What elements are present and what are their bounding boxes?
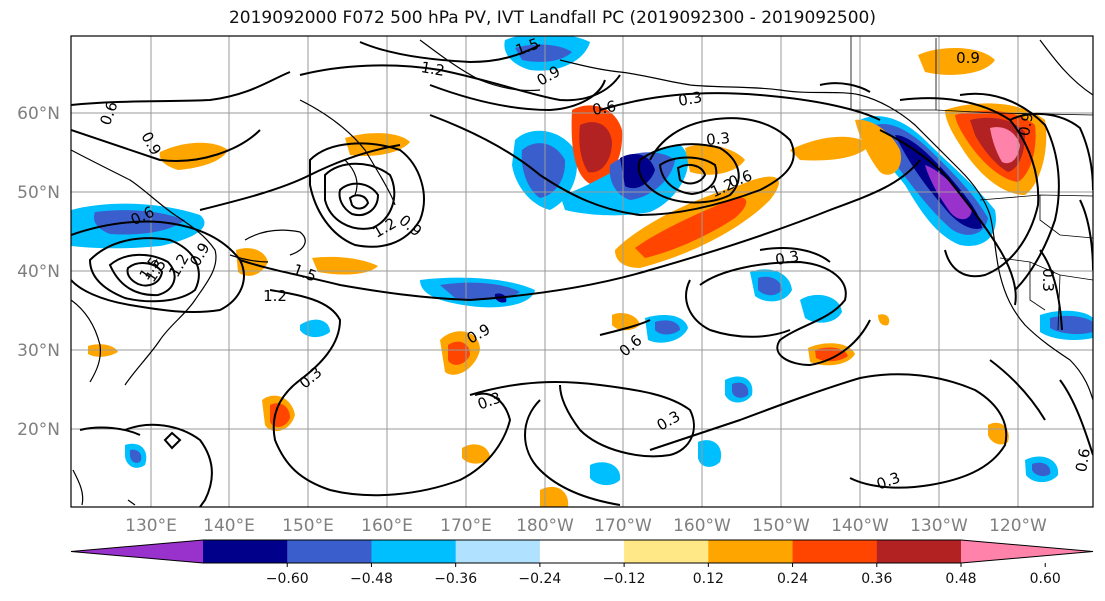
svg-text:0.9: 0.9 [1015,111,1037,138]
svg-text:0.3: 0.3 [296,363,326,392]
colorbar-bin [287,540,372,563]
svg-text:0.3: 0.3 [677,88,704,110]
colorbar-tick-label: −0.24 [518,571,561,587]
colorbar-tick-label: −0.36 [434,571,477,587]
contour-label: 0.6 [591,97,618,119]
colorbar-tick-label: −0.12 [603,571,646,587]
lon-label: 150°E [282,516,334,536]
svg-text:0.9: 0.9 [956,49,980,67]
lon-label: 160°E [361,516,413,536]
contour-label: 0.3 [296,363,326,392]
coastlines [71,39,1093,506]
colorbar-extend-min [71,540,203,563]
contour-label: 0.3 [774,247,801,269]
svg-text:0.3: 0.3 [1039,268,1057,292]
colorbar-tick-label: 0.36 [861,571,892,587]
colorbar-bin [455,540,541,563]
political-boundaries [850,36,1093,331]
colorbar-tick-label: −0.48 [350,571,393,587]
contour-label: 0.3 [654,407,684,435]
contour-label: 0.6 [1072,447,1094,474]
lon-label: 120°W [989,516,1047,536]
contour-label: 1.2 [370,214,400,242]
contour-label: 0.9 [956,49,980,67]
colorbar-bin [792,540,878,563]
colorbar-tick-label: 0.60 [1030,571,1061,587]
contour-label: 0.3 [705,129,730,149]
lon-label: 140°W [831,516,889,536]
contour-label: 1.2 [420,58,447,80]
lat-label: 20°N [17,420,60,440]
lat-label: 30°N [17,341,60,361]
graticule [71,36,1093,507]
colorbar-bin [539,540,625,563]
lon-label: 140°E [203,516,255,536]
colorbar-tick-label: −0.60 [266,571,309,587]
map-frame [70,35,1094,508]
contour-label: 0.3 [1039,268,1057,292]
contour-label: 0.3 [677,88,704,110]
latitude-labels: 60°N 50°N 40°N 30°N 20°N [17,104,60,440]
contour-label: 0.6 [616,331,646,360]
colorbar-bin [708,540,794,563]
lat-label: 50°N [17,183,60,203]
contour-label: 1.2 [263,287,287,305]
map-title: 2019092000 F072 500 hPa PV, IVT Landfall… [228,8,876,28]
svg-text:0.3: 0.3 [705,129,730,149]
lon-label: 150°W [752,516,810,536]
svg-text:0.6: 0.6 [591,97,618,119]
colorbar-bin [624,540,709,563]
lon-label: 180°W [516,516,574,536]
pv-anomaly-shading [71,36,1093,507]
colorbar-tick-label: 0.12 [693,571,724,587]
contour-label: 0.9 [1015,111,1037,138]
svg-text:0.6: 0.6 [616,331,646,360]
contour-label: 0.3 [475,388,504,413]
colorbar-outline [70,539,1094,564]
colorbar-bin [203,540,288,563]
pv-contour-lines [71,41,1093,507]
colorbar-tick-label: 0.48 [945,571,976,587]
svg-text:0.3: 0.3 [774,247,801,269]
contour-label: 0.3 [874,468,903,493]
longitude-labels: 130°E 140°E 150°E 160°E 170°E 180°W 170°W 160°W… [125,516,1047,536]
svg-text:1.2: 1.2 [420,58,447,80]
lon-label: 130°W [910,516,968,536]
colorbar-tick-label: 0.24 [777,571,808,587]
lon-label: 160°W [673,516,731,536]
svg-text:0.6: 0.6 [1072,447,1094,474]
contour-label: 1.5 [136,254,164,284]
lon-label: 170°E [440,516,492,536]
svg-text:1.2: 1.2 [263,287,287,305]
lat-label: 60°N [17,104,60,124]
colorbar-extend-max [961,540,1093,563]
lon-label: 170°W [594,516,652,536]
lon-label: 130°E [125,516,177,536]
lat-label: 40°N [17,262,60,282]
colorbar: −0.60 −0.48 −0.36 −0.24 −0.12 0.12 0.24 0.36 0.4… [70,539,1094,587]
colorbar-bin [371,540,457,563]
colorbar-bin [876,540,962,563]
